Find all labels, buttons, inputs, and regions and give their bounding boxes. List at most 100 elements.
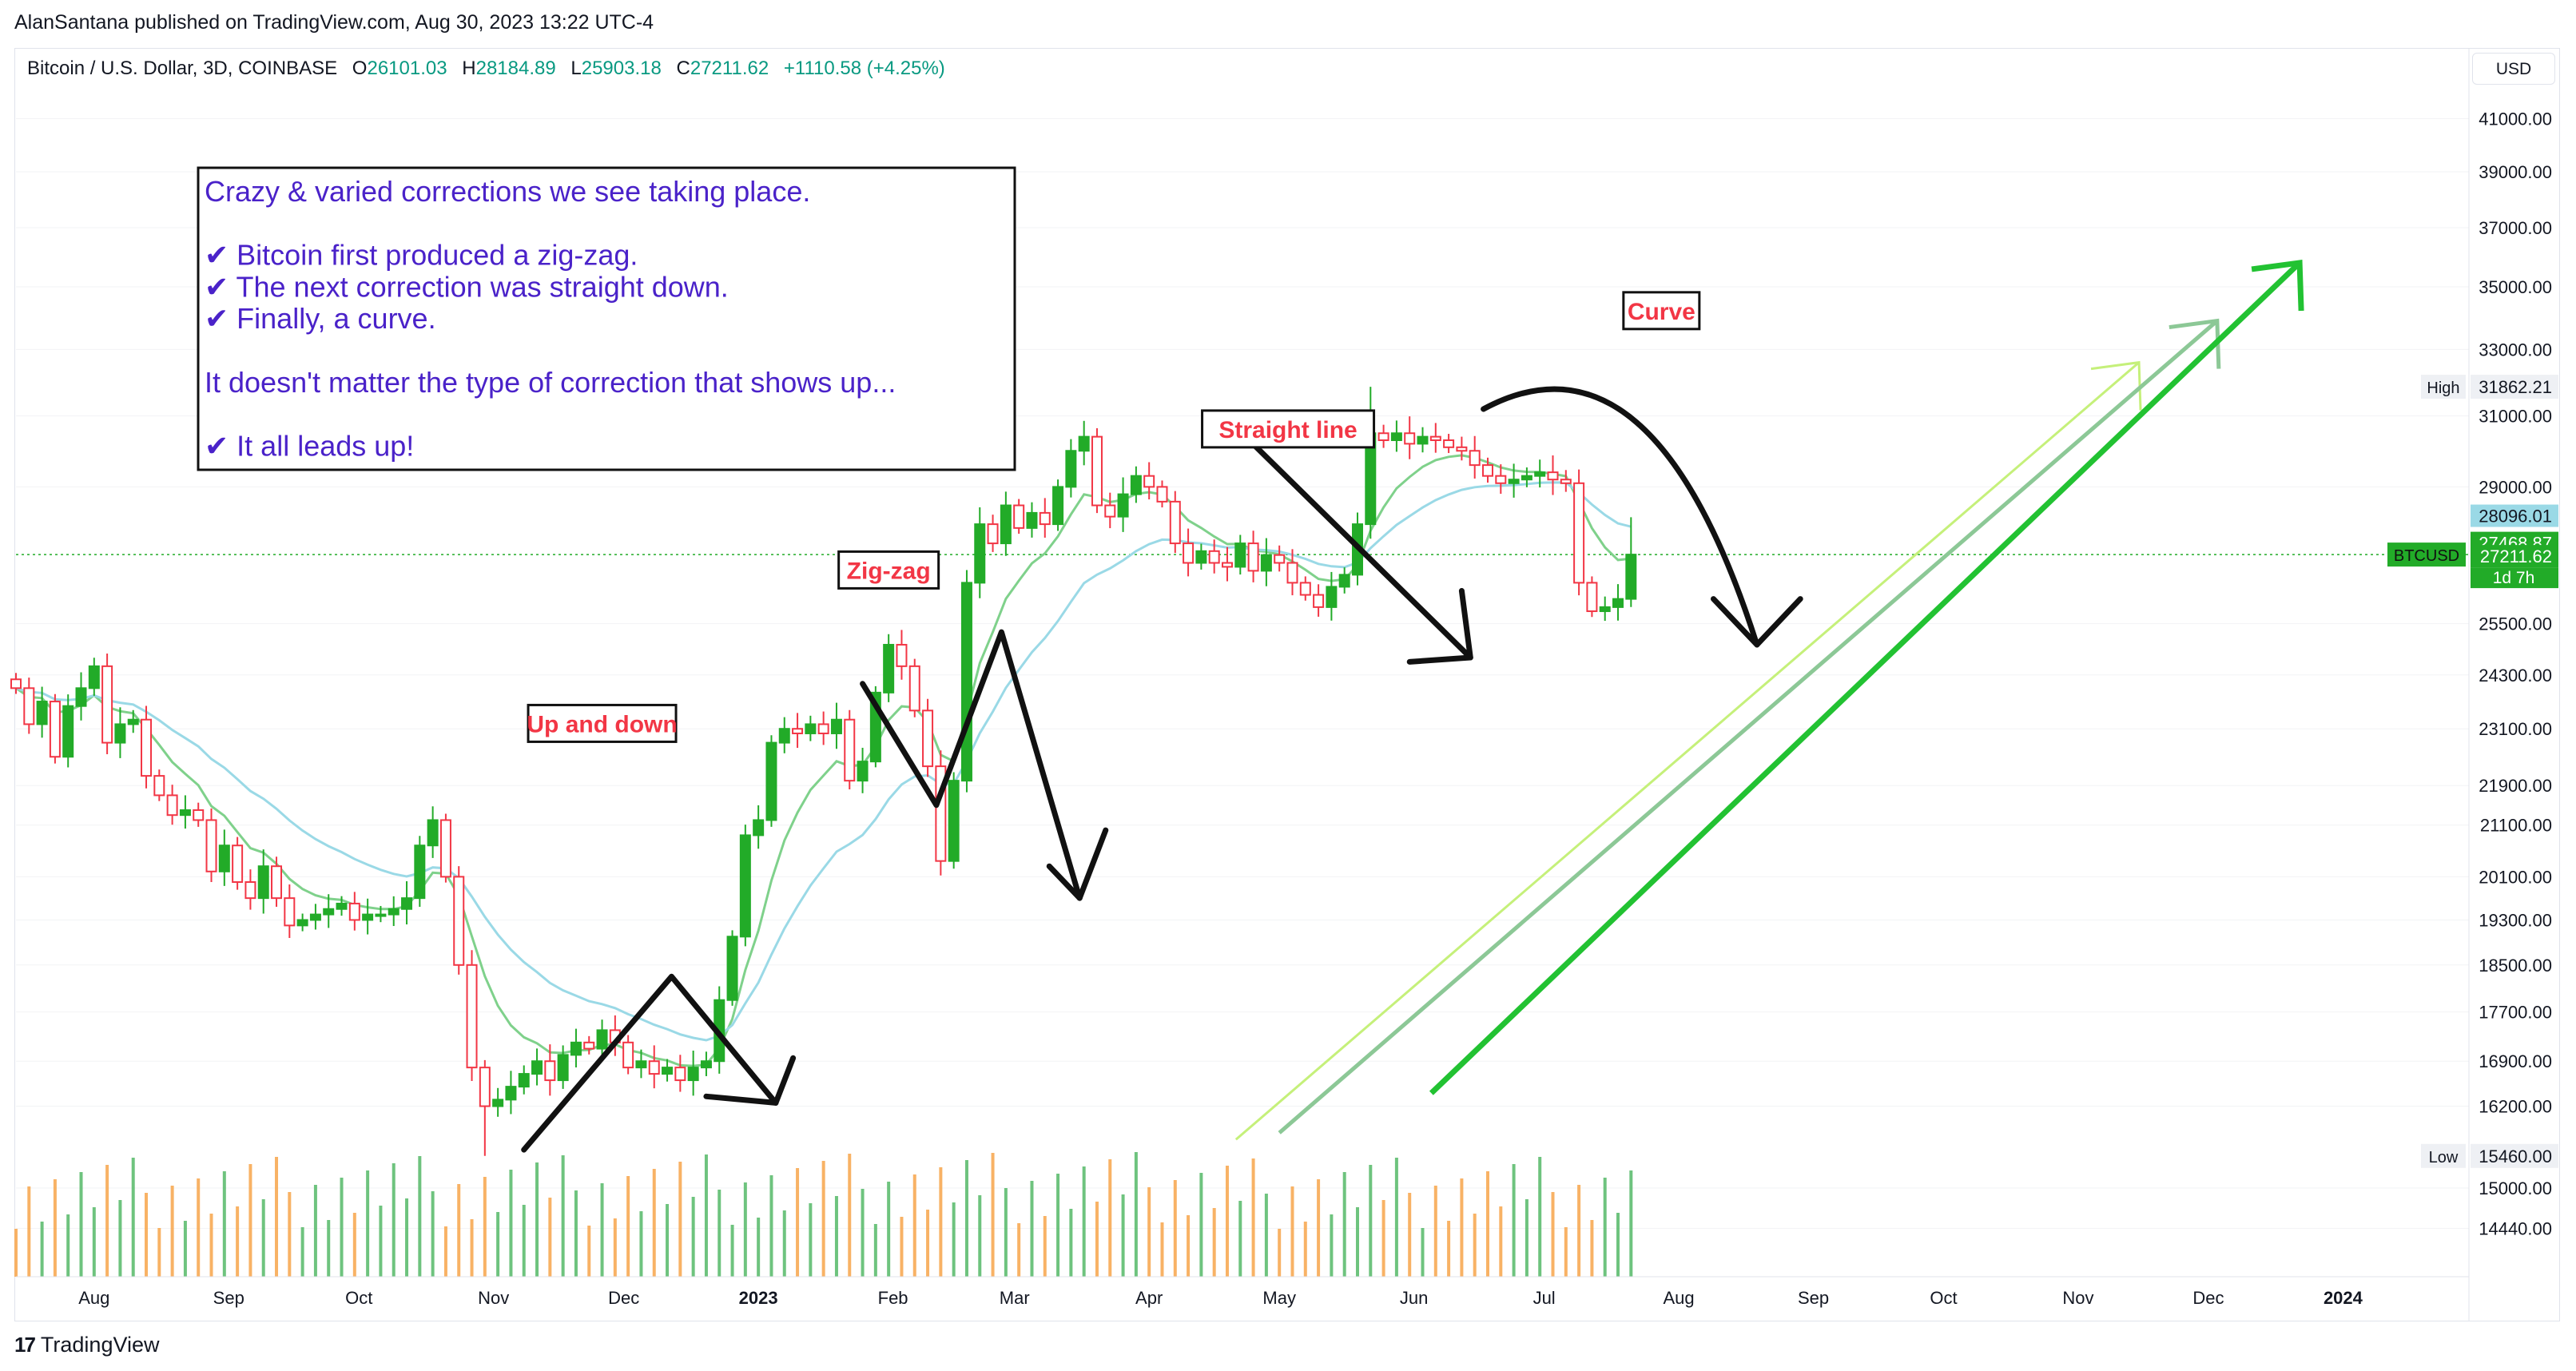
candle-body-72 — [948, 780, 960, 862]
change-value: +1110.58 (+4.25%) — [783, 58, 945, 79]
volume-bar-27 — [366, 1170, 370, 1277]
candle-body-80 — [1052, 486, 1064, 526]
candle-40 — [531, 1048, 543, 1086]
candle-body-50 — [662, 1067, 674, 1075]
time-tick-2: Oct — [345, 1288, 372, 1308]
candle-58 — [765, 735, 777, 827]
volume-bar-79 — [1043, 1216, 1047, 1277]
price-tick-11: 21100.00 — [2480, 816, 2552, 836]
candle-body-123 — [1612, 598, 1624, 608]
volume-bar-64 — [848, 1154, 852, 1277]
candle-116 — [1521, 467, 1532, 487]
low-price-text: 15460.00 — [2479, 1146, 2552, 1166]
up-down-arrowhead — [703, 1055, 797, 1106]
candle-body-68 — [896, 643, 908, 667]
volume-bar-28 — [379, 1206, 383, 1277]
candle-body-27 — [362, 913, 374, 921]
candle-35 — [466, 950, 478, 1082]
candle-37 — [492, 1087, 504, 1117]
candle-body-38 — [505, 1086, 517, 1101]
pattern-label-2: Straight line — [1201, 409, 1376, 449]
candle-20 — [271, 856, 283, 907]
candle-body-106 — [1390, 432, 1402, 442]
candle-body-3 — [49, 701, 61, 758]
time-tick-0: Aug — [78, 1288, 109, 1308]
candle-body-19 — [257, 865, 269, 900]
candle-83 — [1091, 428, 1103, 514]
candle-8 — [114, 707, 126, 758]
time-tick-7: Mar — [1000, 1288, 1030, 1308]
volume-bar-89 — [1173, 1180, 1177, 1277]
candle-95 — [1247, 531, 1259, 582]
candle-75 — [987, 515, 999, 552]
candle-111 — [1456, 436, 1468, 461]
candle-33 — [439, 813, 451, 883]
candle-body-89 — [1169, 500, 1181, 545]
volume-bar-101 — [1330, 1214, 1334, 1277]
volume-bar-96 — [1264, 1194, 1268, 1277]
candle-body-79 — [1039, 511, 1051, 526]
candle-52 — [687, 1050, 699, 1096]
candle-body-65 — [857, 761, 869, 782]
candle-0 — [10, 673, 22, 694]
volume-bar-122 — [1603, 1178, 1607, 1277]
currency-button[interactable]: USD — [2472, 53, 2555, 85]
candle-93 — [1221, 546, 1233, 582]
candle-89 — [1169, 491, 1181, 554]
candle-body-113 — [1482, 464, 1493, 477]
candle-body-57 — [753, 819, 765, 837]
candle-body-120 — [1573, 482, 1585, 584]
candle-body-43 — [570, 1041, 582, 1056]
volume-bar-105 — [1381, 1200, 1385, 1277]
candle-121 — [1586, 576, 1598, 618]
volume-bar-104 — [1369, 1165, 1373, 1277]
footer-brand[interactable]: TradingView — [40, 1333, 160, 1357]
candle-51 — [674, 1055, 686, 1092]
annotation-box-frame — [197, 166, 1016, 471]
volume-bar-20 — [275, 1157, 279, 1277]
candle-5 — [75, 672, 87, 721]
volume-bar-95 — [1251, 1158, 1255, 1277]
candle-109 — [1429, 423, 1441, 453]
candle-94 — [1234, 534, 1246, 575]
candle-36 — [479, 1059, 491, 1156]
price-tick-4: 33000.00 — [2479, 340, 2552, 360]
candle-body-33 — [439, 819, 451, 878]
candle-102 — [1338, 567, 1350, 594]
candle-body-97 — [1274, 554, 1286, 564]
candle-body-110 — [1443, 439, 1455, 448]
volume-bar-83 — [1095, 1202, 1099, 1277]
candle-53 — [700, 1051, 712, 1076]
candle-body-74 — [974, 523, 986, 584]
annotation-line-6: It doesn't matter the type of correction… — [205, 366, 896, 399]
trend-arrow-shaft-2 — [1429, 260, 2302, 1095]
candle-73 — [960, 570, 972, 793]
pattern-label-text-2: Straight line — [1218, 417, 1357, 443]
candle-body-2 — [36, 701, 48, 725]
candle-body-100 — [1313, 594, 1325, 608]
volume-bar-38 — [509, 1170, 513, 1277]
candle-body-32 — [427, 819, 439, 847]
annotation-line-3: ✔ The next correction was straight down. — [205, 270, 729, 303]
candle-body-62 — [817, 723, 829, 734]
candle-body-92 — [1208, 550, 1220, 564]
volume-bar-115 — [1512, 1164, 1516, 1277]
candle-6 — [88, 658, 100, 696]
candle-13 — [179, 795, 191, 829]
volume-bar-5 — [79, 1172, 83, 1277]
pattern-label-text-0: Up and down — [527, 711, 677, 737]
annotation-line-0: Crazy & varied corrections we see taking… — [205, 175, 810, 208]
candle-41 — [544, 1044, 556, 1096]
price-tick-12: 20100.00 — [2479, 867, 2552, 887]
candle-body-13 — [179, 809, 191, 817]
volume-bar-98 — [1290, 1186, 1294, 1277]
candle-38 — [505, 1071, 517, 1115]
candle-62 — [817, 711, 829, 745]
volume-bar-66 — [873, 1224, 877, 1277]
candle-body-116 — [1521, 475, 1532, 481]
volume-bar-24 — [327, 1220, 331, 1277]
candle-body-45 — [596, 1029, 608, 1050]
high-price-text: 31862.21 — [2479, 377, 2552, 397]
straight-line-arrowhead — [1406, 588, 1473, 665]
